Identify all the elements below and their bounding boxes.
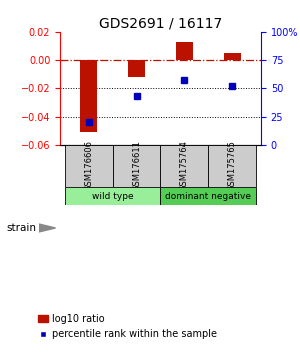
Text: wild type: wild type (92, 192, 134, 201)
Legend: log10 ratio, percentile rank within the sample: log10 ratio, percentile rank within the … (35, 312, 220, 342)
Bar (112, 145, 160, 187)
Bar (224, 53, 241, 60)
Bar (80, 60, 97, 132)
Title: GDS2691 / 16117: GDS2691 / 16117 (99, 17, 222, 31)
Text: GSM176611: GSM176611 (132, 140, 141, 191)
Bar (160, 145, 208, 187)
Bar (160, 187, 256, 205)
Bar (65, 187, 160, 205)
Bar (176, 42, 193, 60)
Text: GSM176606: GSM176606 (84, 140, 93, 191)
Text: GSM175764: GSM175764 (180, 140, 189, 191)
Bar (208, 145, 256, 187)
Polygon shape (39, 224, 56, 232)
Bar (128, 60, 145, 77)
Bar (65, 145, 112, 187)
Text: dominant negative: dominant negative (165, 192, 251, 201)
Text: strain: strain (6, 223, 36, 233)
Text: GSM175765: GSM175765 (228, 140, 237, 191)
